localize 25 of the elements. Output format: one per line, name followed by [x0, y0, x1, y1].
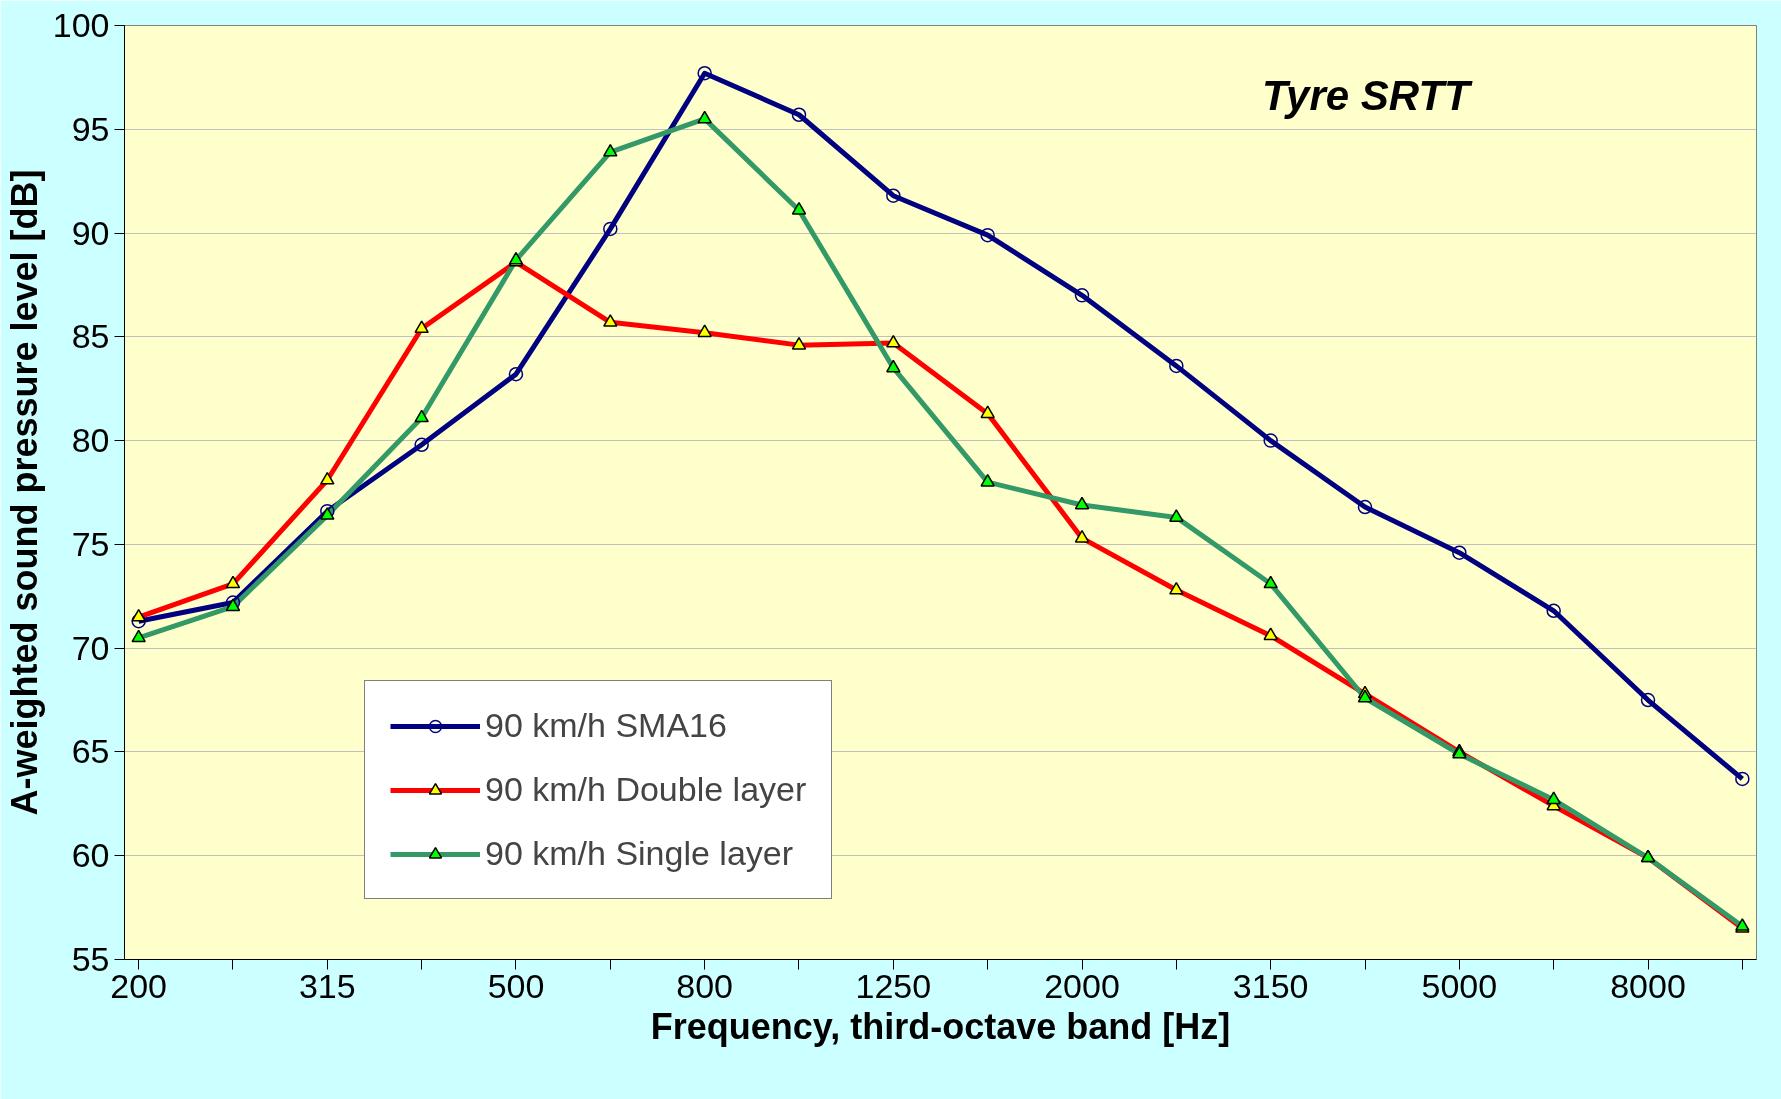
y-tick-label: 55	[71, 940, 110, 978]
x-tick-label: 3150	[1232, 966, 1309, 1005]
x-tick-label: 800	[676, 966, 734, 1005]
y-tick-label: 90	[71, 213, 110, 252]
x-tick-label: 5000	[1421, 966, 1498, 1005]
y-tick-label: 95	[71, 109, 110, 148]
y-tick-label: 85	[71, 317, 110, 356]
y-axis-title: A-weighted sound pressure level [dB]	[3, 169, 45, 816]
x-tick-label: 8000	[1610, 966, 1686, 1005]
x-axis-title: Frequency, third-octave band [Hz]	[650, 1005, 1231, 1047]
y-tick-label: 60	[71, 836, 110, 875]
legend-label: 90 km/h SMA16	[485, 706, 727, 745]
y-tick-label: 80	[71, 421, 110, 460]
y-tick-label: 70	[71, 628, 110, 667]
x-tick-label: 1250	[855, 966, 932, 1005]
x-tick-label: 500	[487, 966, 545, 1005]
x-tick-label: 315	[298, 966, 356, 1005]
x-tick-label: 200	[110, 966, 168, 1005]
legend-label: 90 km/h Double layer	[485, 770, 807, 809]
x-tick-label: 2000	[1044, 966, 1120, 1005]
y-tick-label: 65	[71, 732, 110, 771]
legend-label: 90 km/h Single layer	[485, 834, 794, 873]
y-tick-label: 100	[52, 6, 110, 44]
y-tick-label: 75	[71, 524, 110, 563]
annotation: Tyre SRTT	[1262, 71, 1474, 119]
